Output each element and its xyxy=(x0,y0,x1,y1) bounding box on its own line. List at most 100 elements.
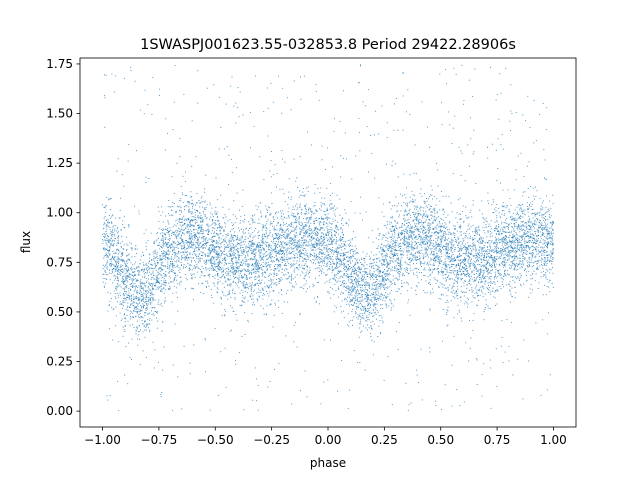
data-point xyxy=(303,288,305,290)
data-point xyxy=(448,231,450,233)
data-point xyxy=(358,297,360,298)
data-point xyxy=(465,280,466,282)
data-point xyxy=(247,266,249,267)
data-point xyxy=(423,222,425,224)
data-point xyxy=(139,289,141,291)
data-point xyxy=(356,308,358,310)
data-point xyxy=(160,273,162,275)
data-point xyxy=(145,267,147,269)
data-point xyxy=(383,379,385,381)
data-point xyxy=(442,249,444,251)
data-point xyxy=(470,252,472,254)
data-point xyxy=(379,288,381,290)
data-point xyxy=(205,218,207,220)
data-point xyxy=(503,210,505,211)
data-point xyxy=(543,227,545,229)
data-point xyxy=(176,244,178,246)
data-point xyxy=(200,292,202,293)
data-point xyxy=(192,229,194,231)
data-point xyxy=(456,273,458,275)
data-point xyxy=(405,247,407,249)
data-point xyxy=(385,240,387,241)
data-point xyxy=(461,291,463,293)
data-point xyxy=(130,69,132,71)
data-point xyxy=(498,257,500,259)
data-point xyxy=(324,245,326,246)
data-point xyxy=(400,238,402,240)
data-point xyxy=(141,286,142,288)
data-point xyxy=(201,237,203,239)
data-point xyxy=(438,268,439,269)
data-point xyxy=(308,229,310,231)
data-point xyxy=(503,214,505,216)
data-point xyxy=(272,279,274,281)
data-point xyxy=(186,225,188,227)
data-point xyxy=(183,223,185,225)
data-point xyxy=(185,171,186,173)
data-point xyxy=(417,219,419,221)
data-point xyxy=(465,243,467,245)
data-point xyxy=(424,215,426,217)
data-point xyxy=(330,262,331,264)
data-point xyxy=(290,266,292,268)
data-point xyxy=(478,294,479,296)
data-point xyxy=(270,212,272,214)
data-point xyxy=(314,297,315,299)
data-point xyxy=(163,280,165,282)
data-point xyxy=(524,257,526,259)
data-point xyxy=(242,301,244,303)
data-point xyxy=(402,95,404,97)
data-point xyxy=(318,240,320,242)
data-point xyxy=(401,234,403,236)
data-point xyxy=(388,268,389,269)
data-point xyxy=(434,260,436,262)
data-point xyxy=(469,276,471,278)
data-point xyxy=(125,276,127,278)
data-point xyxy=(363,290,365,292)
data-point xyxy=(289,258,291,260)
data-point xyxy=(439,223,441,225)
data-point xyxy=(496,217,498,219)
data-point xyxy=(222,292,224,294)
data-point xyxy=(473,129,475,131)
data-point xyxy=(334,235,336,237)
data-point xyxy=(425,215,427,217)
data-point xyxy=(229,290,231,292)
data-point xyxy=(532,289,533,291)
data-point xyxy=(209,269,210,271)
data-point xyxy=(473,297,475,299)
data-point xyxy=(323,381,325,383)
data-point xyxy=(535,139,537,141)
data-point xyxy=(218,220,220,222)
data-point xyxy=(251,276,252,278)
data-point xyxy=(295,283,297,285)
data-point xyxy=(422,233,424,235)
data-point xyxy=(250,257,252,259)
data-point xyxy=(134,248,136,250)
data-point xyxy=(511,295,513,297)
data-point xyxy=(529,257,531,258)
data-point xyxy=(141,288,143,289)
data-point xyxy=(264,253,266,255)
data-point xyxy=(145,356,147,358)
data-point xyxy=(326,232,328,234)
data-point xyxy=(120,229,122,231)
data-point xyxy=(429,146,431,148)
data-point xyxy=(125,278,127,280)
data-point xyxy=(444,287,446,289)
data-point xyxy=(435,260,437,261)
data-point xyxy=(504,231,506,233)
data-point xyxy=(321,250,323,251)
data-point xyxy=(411,231,413,233)
data-point xyxy=(235,102,237,104)
data-point xyxy=(195,261,197,263)
data-point xyxy=(400,239,402,241)
data-point xyxy=(213,222,215,224)
data-point xyxy=(479,242,481,244)
data-point xyxy=(126,279,128,281)
data-point xyxy=(341,284,343,286)
data-point xyxy=(512,296,513,298)
data-point xyxy=(461,255,463,257)
data-point xyxy=(383,270,385,272)
data-point xyxy=(517,245,519,247)
